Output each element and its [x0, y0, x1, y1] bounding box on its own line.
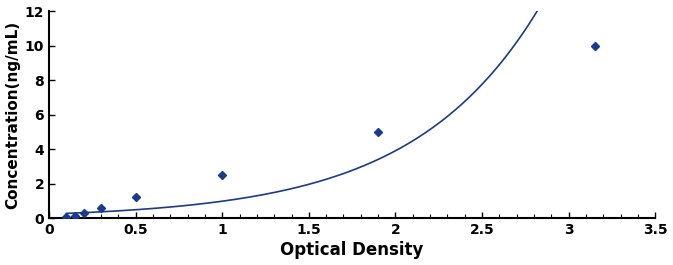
Y-axis label: Concentration(ng/mL): Concentration(ng/mL): [5, 21, 21, 209]
X-axis label: Optical Density: Optical Density: [281, 241, 424, 259]
